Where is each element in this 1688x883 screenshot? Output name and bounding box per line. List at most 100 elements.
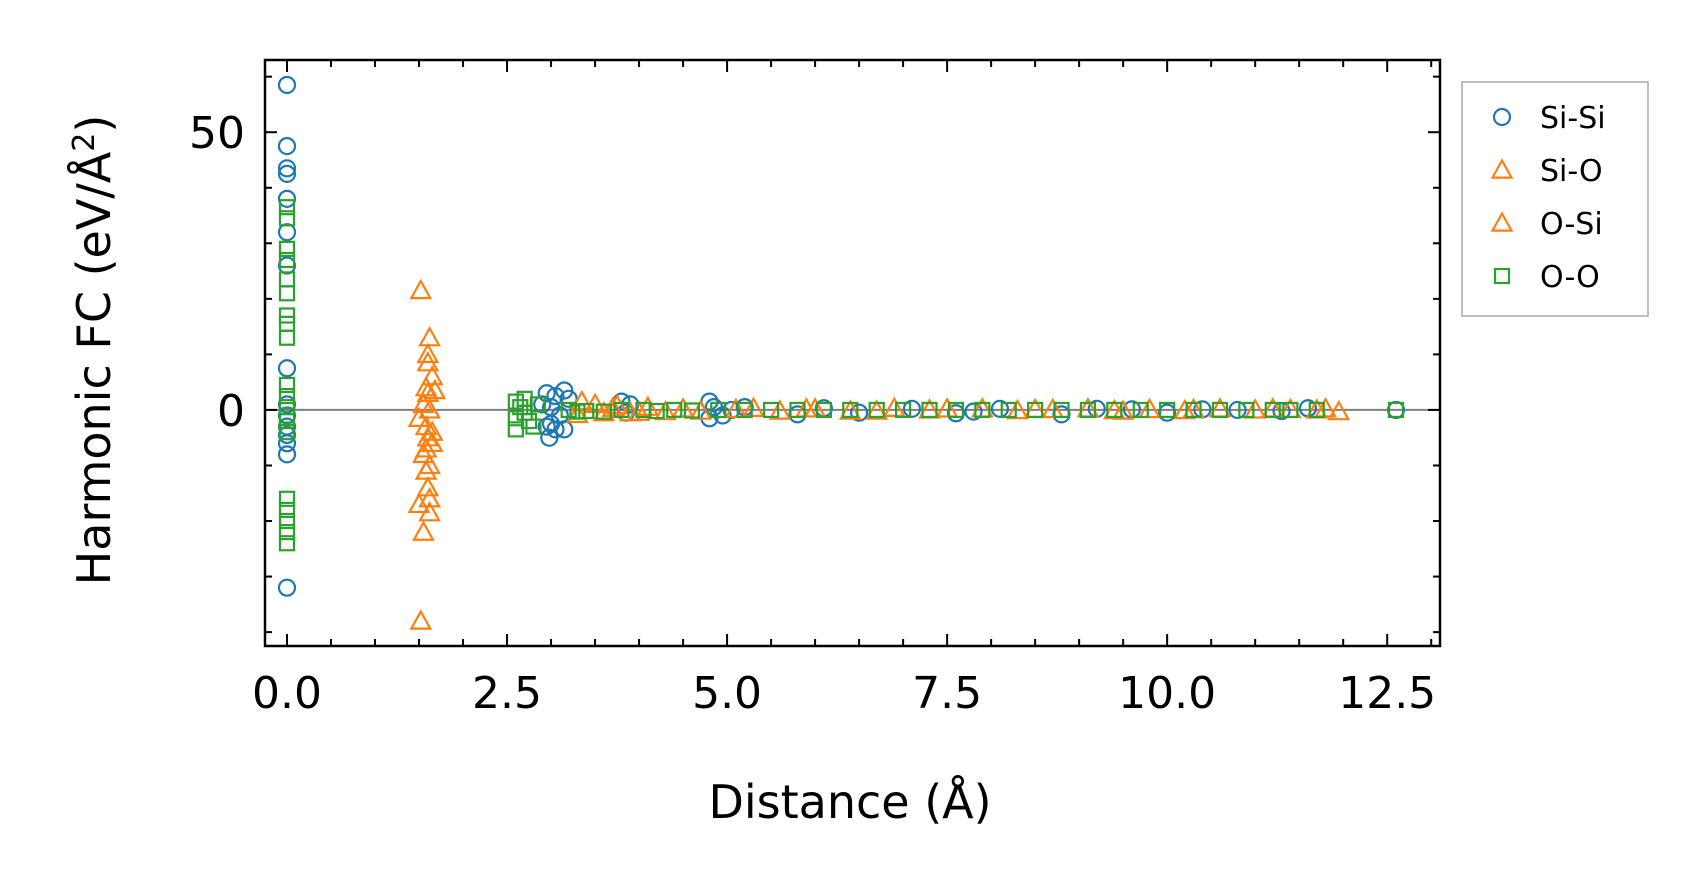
point-si-o-26 — [654, 399, 677, 421]
point-o-o-32 — [595, 403, 612, 420]
point-si-o-32 — [838, 399, 862, 420]
point-o-o-56 — [1185, 401, 1202, 419]
point-o-o-6 — [278, 307, 296, 324]
point-o-o-54 — [1132, 401, 1149, 419]
x-tick-label: 7.5 — [912, 668, 982, 719]
point-o-si-8 — [724, 397, 748, 419]
point-si-si-23 — [537, 417, 556, 436]
point-o-o-25 — [507, 421, 524, 438]
point-o-si-1 — [416, 381, 440, 402]
point-si-si-16 — [546, 386, 565, 406]
point-si-o-8 — [407, 406, 431, 427]
point-si-si-33 — [713, 406, 732, 425]
point-o-o-5 — [278, 285, 296, 302]
point-si-o-13 — [418, 453, 441, 475]
point-o-si-3 — [414, 437, 438, 458]
point-o-o-39 — [736, 401, 753, 419]
legend: Si-Si Si-O O-Si O-O — [1461, 81, 1649, 317]
point-si-o-36 — [1006, 398, 1029, 420]
point-o-o-15 — [278, 490, 296, 507]
point-si-si-5 — [277, 223, 297, 242]
point-o-o-41 — [789, 401, 806, 419]
point-si-o-14 — [414, 459, 438, 480]
point-si-o-17 — [418, 500, 441, 522]
legend-label-o-o: O-O — [1540, 260, 1600, 295]
point-o-si-2 — [420, 420, 444, 441]
point-o-o-7 — [278, 315, 296, 332]
point-si-si-0 — [277, 75, 297, 95]
legend-label-si-o: Si-O — [1540, 154, 1603, 189]
point-o-o-44 — [868, 401, 885, 419]
point-si-si-1 — [277, 136, 297, 156]
point-o-o-14 — [278, 424, 296, 441]
point-si-si-13 — [277, 445, 297, 464]
x-tick-label: 10.0 — [1118, 668, 1216, 719]
point-si-si-3 — [277, 164, 297, 183]
point-si-si-14 — [277, 578, 297, 597]
point-si-o-30 — [768, 399, 792, 420]
y-axis-label-sup: 2 — [67, 133, 102, 152]
legend-marker-o-o — [1493, 267, 1511, 285]
point-o-o-1 — [278, 210, 296, 227]
point-o-o-49 — [1000, 401, 1017, 419]
point-o-o-53 — [1106, 401, 1123, 419]
point-si-o-43 — [1243, 398, 1267, 419]
point-o-o-47 — [947, 401, 965, 419]
point-si-o-41 — [1173, 398, 1197, 420]
point-si-o-0 — [409, 278, 433, 300]
point-o-o-30 — [569, 403, 586, 420]
point-si-si-6 — [277, 256, 297, 275]
point-si-si-46 — [1158, 403, 1177, 422]
point-o-o-35 — [648, 402, 665, 420]
legend-label-si-si: Si-Si — [1540, 101, 1606, 136]
point-o-o-40 — [762, 401, 780, 419]
point-si-o-46 — [1327, 399, 1351, 421]
point-o-si-5 — [566, 402, 589, 424]
point-si-o-25 — [636, 395, 660, 416]
plot-frame — [263, 58, 1442, 648]
point-o-o-31 — [578, 402, 595, 420]
point-o-o-60 — [1282, 401, 1299, 419]
point-o-o-42 — [815, 401, 832, 419]
point-o-si-10 — [865, 399, 889, 420]
point-o-o-16 — [278, 501, 296, 519]
point-si-o-20 — [570, 389, 594, 411]
point-o-o-26 — [525, 418, 542, 435]
legend-frame — [1461, 81, 1649, 317]
point-si-si-25 — [555, 420, 574, 439]
point-o-o-8 — [278, 329, 296, 346]
point-o-o-0 — [278, 199, 296, 216]
point-si-o-33 — [882, 396, 906, 417]
point-o-si-9 — [794, 397, 818, 418]
point-si-o-19 — [409, 609, 433, 630]
point-si-o-18 — [412, 520, 435, 541]
point-o-o-57 — [1211, 401, 1229, 419]
point-si-o-29 — [742, 396, 765, 417]
point-si-si-41 — [964, 402, 983, 421]
point-si-si-48 — [1228, 400, 1247, 420]
y-axis-label: Harmonic FC (eV/Å2) — [67, 115, 121, 586]
legend-marker-si-o — [1490, 158, 1514, 179]
point-si-o-1 — [418, 325, 441, 347]
legend-item-o-si: O-Si — [1490, 207, 1603, 242]
point-o-si-4 — [418, 487, 441, 508]
point-o-o-46 — [921, 401, 938, 419]
series-o-o — [278, 199, 1405, 552]
point-o-o-52 — [1079, 401, 1097, 419]
point-si-o-28 — [689, 399, 713, 420]
point-o-o-59 — [1264, 401, 1281, 419]
point-si-o-40 — [1138, 397, 1161, 419]
point-o-o-43 — [842, 401, 859, 419]
legend-item-si-si: Si-Si — [1492, 101, 1606, 136]
point-si-si-18 — [559, 389, 578, 408]
point-o-si-7 — [627, 400, 651, 421]
point-o-o-20 — [507, 393, 524, 410]
point-o-o-51 — [1053, 401, 1070, 419]
point-si-o-27 — [671, 397, 695, 418]
point-o-o-29 — [560, 401, 577, 419]
point-o-si-0 — [416, 342, 440, 364]
point-o-o-45 — [895, 401, 912, 419]
x-tick-label: 5.0 — [692, 668, 762, 719]
x-tick-label: 12.5 — [1338, 668, 1436, 719]
